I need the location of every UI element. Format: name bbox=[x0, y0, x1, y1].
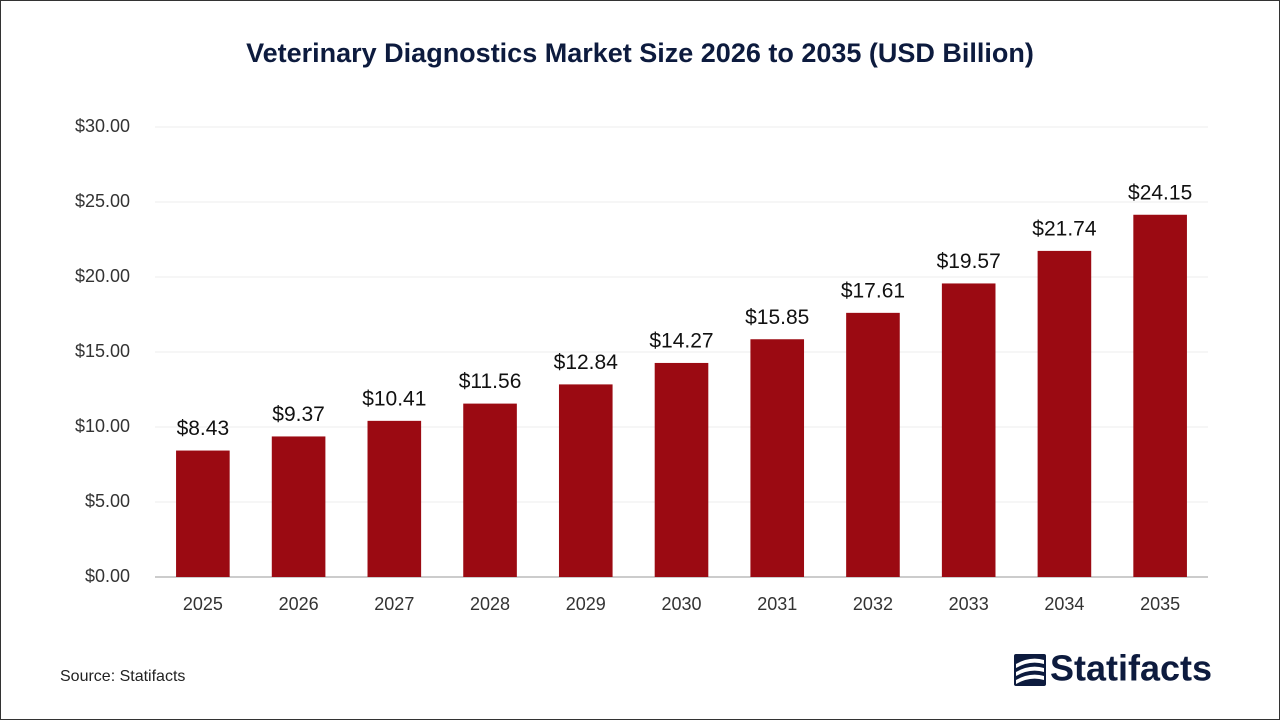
value-label: $19.57 bbox=[937, 250, 1001, 273]
x-tick-label: 2034 bbox=[1044, 594, 1084, 614]
x-tick-label: 2030 bbox=[661, 594, 701, 614]
y-tick-label: $25.00 bbox=[75, 191, 130, 211]
x-tick-label: 2031 bbox=[757, 594, 797, 614]
bar bbox=[750, 339, 805, 577]
bar bbox=[1133, 214, 1187, 577]
value-label: $8.43 bbox=[177, 417, 230, 440]
x-tick-label: 2033 bbox=[949, 594, 989, 614]
value-label: $14.27 bbox=[649, 329, 713, 352]
logo-text: Statifacts bbox=[1050, 648, 1212, 689]
bar bbox=[941, 283, 996, 577]
value-label: $15.85 bbox=[745, 306, 809, 329]
value-label: $24.15 bbox=[1128, 181, 1192, 204]
value-label: $17.61 bbox=[841, 279, 905, 302]
x-tick-label: 2028 bbox=[470, 594, 510, 614]
bar bbox=[463, 403, 517, 577]
x-tick-label: 2025 bbox=[183, 594, 223, 614]
bar bbox=[176, 450, 230, 577]
bar bbox=[271, 436, 326, 577]
value-label: $12.84 bbox=[554, 351, 619, 374]
bar bbox=[367, 420, 422, 577]
y-tick-label: $30.00 bbox=[75, 116, 130, 136]
y-tick-label: $20.00 bbox=[75, 266, 130, 286]
value-label: $9.37 bbox=[272, 403, 325, 426]
y-tick-label: $5.00 bbox=[85, 491, 130, 511]
bar bbox=[846, 312, 900, 577]
source: Source: Statifacts bbox=[60, 668, 185, 685]
y-tick-label: $15.00 bbox=[75, 341, 130, 361]
bar bbox=[654, 362, 709, 577]
value-label: $11.56 bbox=[459, 370, 522, 393]
x-tick-label: 2027 bbox=[374, 594, 414, 614]
chart-title: Veterinary Diagnostics Market Size 2026 … bbox=[246, 38, 1034, 68]
y-tick-label: $0.00 bbox=[85, 566, 130, 586]
x-tick-label: 2026 bbox=[279, 594, 319, 614]
y-tick-label: $10.00 bbox=[75, 416, 130, 436]
value-label: $21.74 bbox=[1032, 217, 1097, 240]
x-tick-label: 2029 bbox=[566, 594, 606, 614]
logo-icon bbox=[1014, 654, 1046, 686]
bar bbox=[1037, 250, 1092, 577]
bar bbox=[558, 384, 613, 577]
value-label: $10.41 bbox=[362, 387, 426, 410]
x-tick-label: 2035 bbox=[1140, 594, 1180, 614]
x-tick-label: 2032 bbox=[853, 594, 893, 614]
